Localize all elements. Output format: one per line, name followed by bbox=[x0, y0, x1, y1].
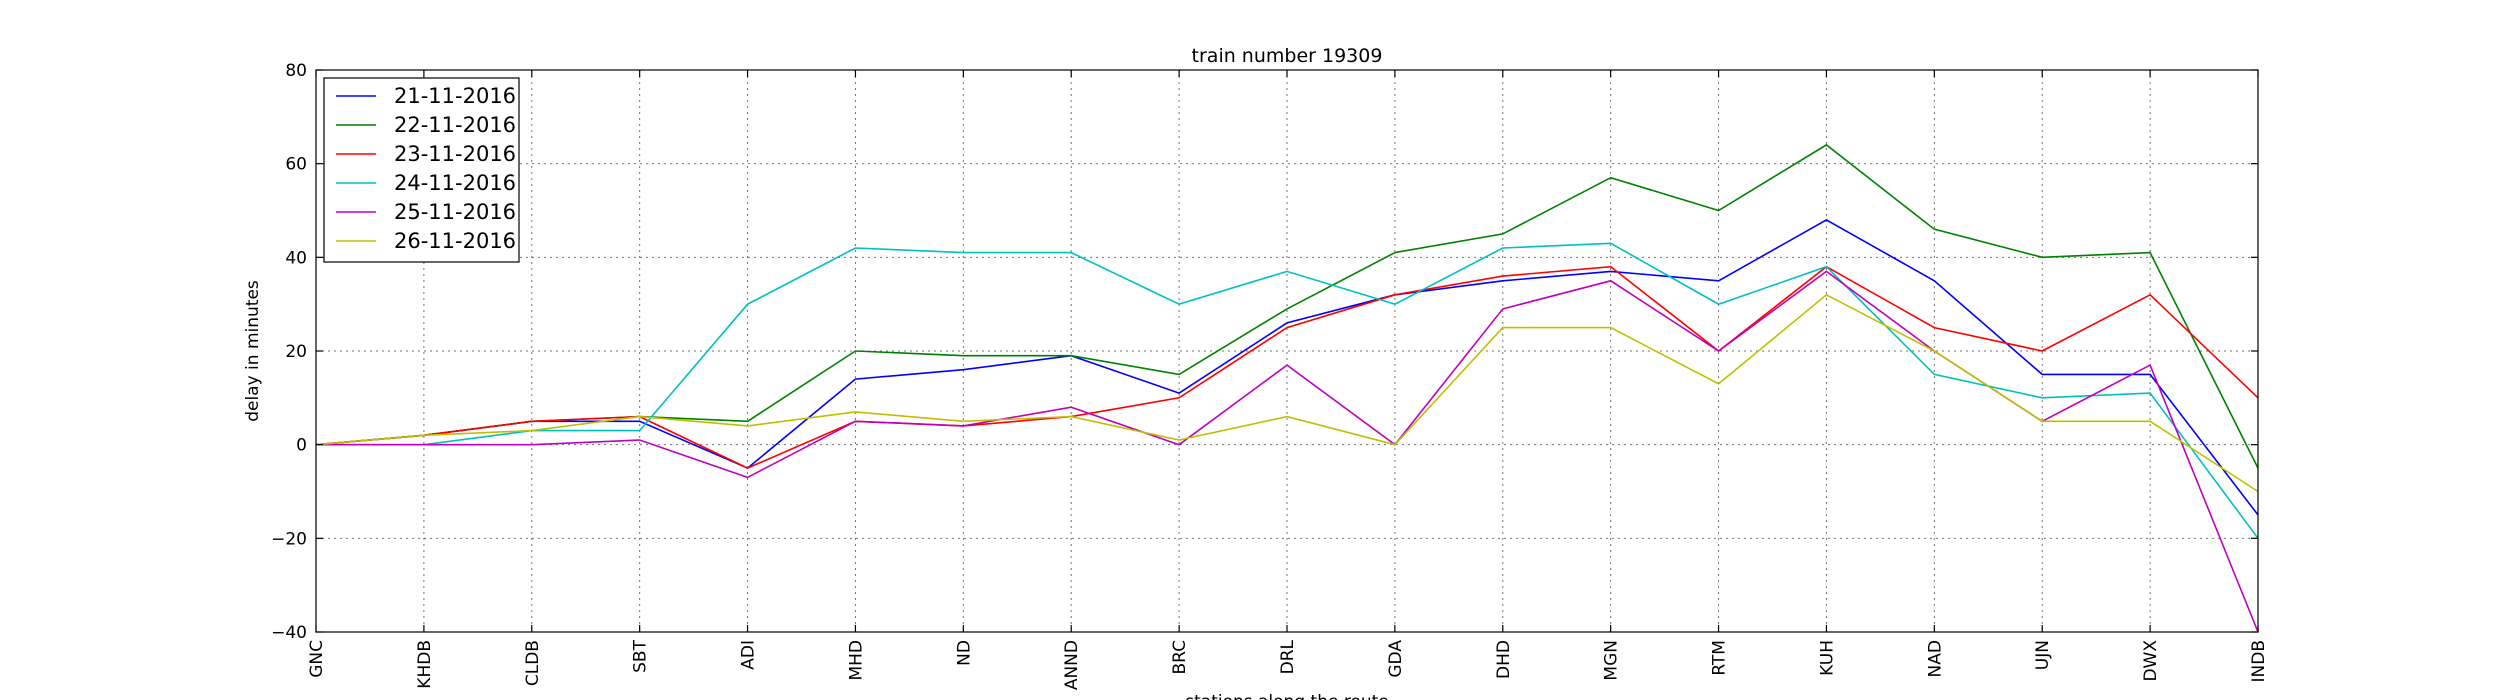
legend-label: 22-11-2016 bbox=[394, 113, 516, 137]
y-tick-label: 0 bbox=[296, 436, 307, 456]
legend-box bbox=[323, 77, 520, 263]
chart-title: train number 19309 bbox=[1192, 45, 1383, 67]
y-tick-label: −20 bbox=[271, 529, 307, 549]
x-tick-label: UJN bbox=[2033, 640, 2053, 670]
y-tick-label: 60 bbox=[285, 155, 307, 175]
x-tick-label: BRC bbox=[1170, 640, 1190, 675]
legend: 21-11-2016 22-11-2016 23-11-2016 24-11-2016… bbox=[323, 77, 520, 263]
x-tick-label: CLDB bbox=[523, 640, 543, 686]
y-axis-label: delay in minutes bbox=[243, 280, 263, 422]
x-axis-label: stations along the route bbox=[1185, 692, 1389, 700]
x-tick-label: KHDB bbox=[415, 640, 435, 689]
x-tick-label: RTM bbox=[1710, 640, 1730, 676]
x-tick-label: ND bbox=[954, 640, 974, 666]
series-line-21-11-2016 bbox=[315, 218, 2259, 516]
x-tick-label: KUH bbox=[1817, 640, 1837, 676]
x-tick-label: MHD bbox=[846, 640, 866, 681]
x-tick-label: DWX bbox=[2141, 640, 2161, 682]
series-line-26-11-2016 bbox=[315, 293, 2259, 493]
x-tick-label: SBT bbox=[631, 639, 651, 672]
x-tick-label: NAD bbox=[1925, 640, 1945, 677]
series-lines bbox=[315, 143, 2259, 633]
x-tick-label: INDB bbox=[2249, 640, 2269, 682]
x-tick-label: DRL bbox=[1278, 639, 1298, 674]
legend-label: 25-11-2016 bbox=[394, 200, 516, 224]
x-tick-label: ADI bbox=[739, 640, 759, 670]
legend-label: 26-11-2016 bbox=[394, 229, 516, 253]
y-tick-label: 80 bbox=[285, 61, 307, 81]
x-tick-label: GNC bbox=[307, 640, 327, 678]
x-tick-label: DHD bbox=[1494, 640, 1514, 679]
y-tick-label: 20 bbox=[285, 342, 307, 362]
x-tick-label: GDA bbox=[1386, 640, 1406, 678]
y-tick-label: −40 bbox=[271, 623, 307, 643]
legend-label: 23-11-2016 bbox=[394, 142, 516, 166]
series-line-24-11-2016 bbox=[316, 242, 2259, 539]
y-tick-label: 40 bbox=[285, 248, 307, 268]
axis-ticks: GNC KHDB CLDB SBT ADI MHD ND ANND BRC DRL GDA DHD MG… bbox=[271, 61, 2269, 690]
legend-label: 24-11-2016 bbox=[394, 171, 516, 195]
x-tick-label: ANND bbox=[1062, 640, 1082, 690]
legend-label: 21-11-2016 bbox=[394, 84, 516, 108]
x-tick-label: MGN bbox=[1602, 640, 1622, 681]
